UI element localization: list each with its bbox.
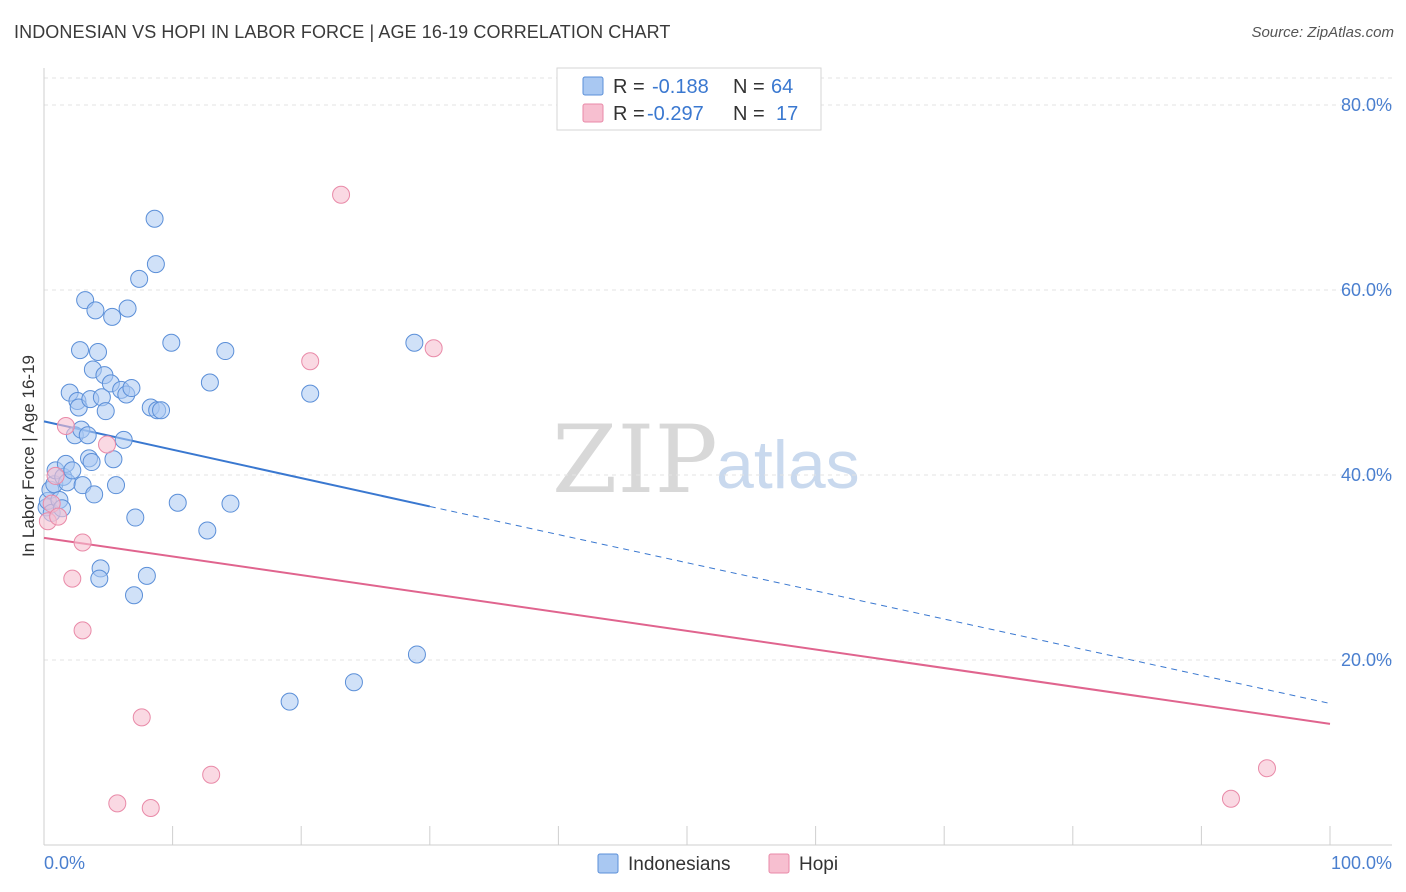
trend-line-indonesians xyxy=(43,420,431,508)
point-indonesians xyxy=(280,692,299,711)
point-indonesians xyxy=(90,569,109,588)
y-tick-labels: 20.0% 40.0% 60.0% 80.0% xyxy=(1341,95,1392,670)
point-hopi xyxy=(132,708,151,727)
x-tick-label-min: 0.0% xyxy=(44,853,85,873)
stats-n-value-indonesians: 64 xyxy=(771,76,793,98)
point-indonesians xyxy=(198,521,217,540)
stats-n-label-hopi: N = xyxy=(733,103,765,125)
point-hopi xyxy=(49,507,68,526)
stats-r-label-hopi: R = xyxy=(613,103,645,125)
point-indonesians xyxy=(103,307,122,326)
stats-legend: R = -0.188 N = 64 R = -0.297 N = 17 xyxy=(556,67,822,131)
point-indonesians xyxy=(152,401,171,420)
point-indonesians xyxy=(114,430,133,449)
stats-r-value-indonesians: -0.188 xyxy=(652,76,709,98)
trend-line-hopi xyxy=(43,536,1331,725)
point-indonesians xyxy=(168,493,187,512)
stats-n-value-hopi: 17 xyxy=(776,103,798,125)
legend-swatch-indonesians xyxy=(597,853,619,874)
point-hopi xyxy=(56,416,75,435)
watermark: ZIP atlas xyxy=(552,406,860,515)
point-indonesians xyxy=(125,586,144,605)
point-indonesians xyxy=(301,384,320,403)
legend-swatch-hopi xyxy=(768,853,790,874)
point-indonesians xyxy=(78,426,97,445)
x-axis-ticks xyxy=(43,826,1331,845)
point-indonesians xyxy=(130,269,149,288)
x-tick-label-max: 100.0% xyxy=(1331,853,1392,873)
y-tick-label: 40.0% xyxy=(1341,465,1392,485)
point-hopi xyxy=(108,794,127,813)
data-points xyxy=(37,185,1276,817)
point-indonesians xyxy=(86,301,105,320)
point-indonesians xyxy=(405,333,424,352)
y-tick-label: 20.0% xyxy=(1341,650,1392,670)
point-hopi xyxy=(46,466,65,485)
point-hopi xyxy=(202,765,221,784)
point-indonesians xyxy=(71,341,90,360)
point-indonesians xyxy=(89,342,108,361)
point-indonesians xyxy=(137,566,156,585)
point-indonesians xyxy=(96,402,115,421)
point-indonesians xyxy=(82,453,101,472)
chart-title: INDONESIAN VS HOPI IN LABOR FORCE | AGE … xyxy=(14,22,671,42)
trend-lines xyxy=(43,420,1331,725)
point-hopi xyxy=(301,352,320,371)
y-tick-label: 60.0% xyxy=(1341,280,1392,300)
point-hopi xyxy=(141,799,160,817)
point-indonesians xyxy=(122,379,141,398)
point-indonesians xyxy=(407,645,426,664)
point-indonesians xyxy=(85,485,104,504)
point-indonesians xyxy=(344,673,363,692)
y-tick-label: 80.0% xyxy=(1341,95,1392,115)
point-hopi xyxy=(424,339,443,358)
point-hopi xyxy=(1221,789,1240,808)
point-hopi xyxy=(332,185,351,204)
stats-r-label-indonesians: R = xyxy=(613,76,645,98)
stats-n-label-indonesians: N = xyxy=(733,76,765,98)
source-label: Source: ZipAtlas.com xyxy=(1251,24,1394,41)
point-indonesians xyxy=(162,333,181,352)
watermark-zip: ZIP xyxy=(552,406,718,515)
point-indonesians xyxy=(126,508,145,527)
point-hopi xyxy=(98,435,117,454)
y-axis-title: In Labor Force | Age 16-19 xyxy=(19,355,38,557)
stats-r-value-hopi: -0.297 xyxy=(647,103,704,125)
point-indonesians xyxy=(145,209,164,228)
trend-line-indonesians-extrapolated xyxy=(429,505,1331,704)
point-indonesians xyxy=(107,476,126,495)
stats-swatch-hopi xyxy=(582,103,604,123)
point-indonesians xyxy=(216,342,235,361)
point-hopi xyxy=(1257,759,1276,778)
legend-label-indonesians: Indonesians xyxy=(628,854,730,875)
series-legend: Indonesians Hopi xyxy=(597,853,838,875)
point-indonesians xyxy=(104,450,123,469)
point-hopi xyxy=(73,621,92,640)
point-indonesians xyxy=(221,494,240,513)
stats-swatch-indonesians xyxy=(582,76,604,96)
point-indonesians xyxy=(118,299,137,318)
point-indonesians xyxy=(63,461,82,480)
point-hopi xyxy=(63,569,82,588)
point-indonesians xyxy=(146,255,165,274)
legend-label-hopi: Hopi xyxy=(799,854,838,875)
point-hopi xyxy=(73,533,92,552)
gridlines xyxy=(44,77,1392,661)
point-indonesians xyxy=(200,373,219,392)
watermark-atlas: atlas xyxy=(716,427,860,503)
